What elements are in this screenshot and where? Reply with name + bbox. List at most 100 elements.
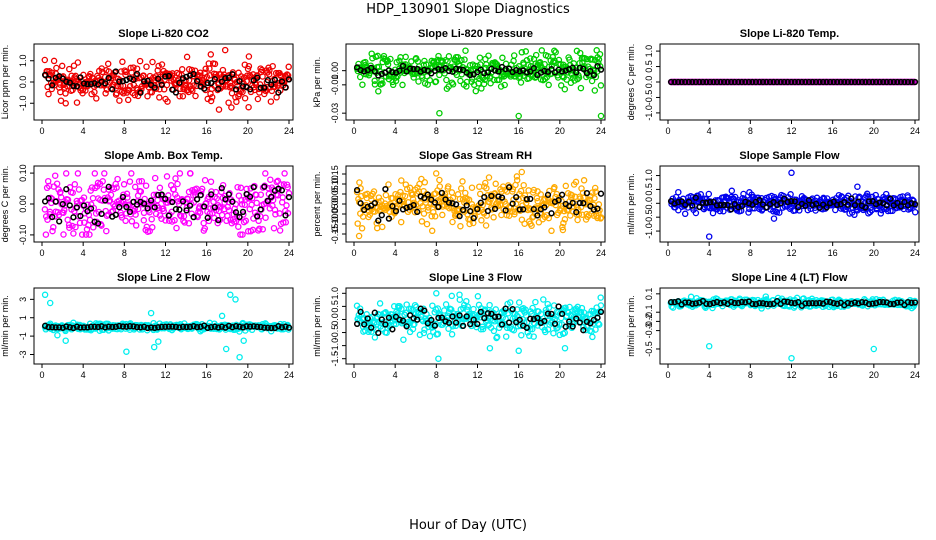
- data-point: [557, 82, 565, 89]
- data-point: [364, 315, 371, 322]
- y-tick-label: 0.5: [644, 183, 654, 196]
- x-tick-label: 8: [122, 370, 127, 380]
- data-point: [196, 209, 204, 216]
- data-point: [239, 208, 247, 216]
- data-point: [374, 52, 381, 60]
- data-point: [107, 191, 115, 199]
- data-point: [911, 200, 919, 208]
- y-tick-label: -0.05: [330, 204, 340, 225]
- data-point: [275, 323, 282, 330]
- data-point: [788, 299, 795, 306]
- data-point: [692, 78, 699, 86]
- data-point: [236, 213, 243, 221]
- panel-title: Slope Li-820 Pressure: [418, 28, 533, 40]
- data-point: [49, 213, 56, 221]
- x-tick-label: 16: [514, 126, 524, 136]
- data-point: [742, 299, 749, 306]
- data-point: [174, 180, 181, 188]
- data-point: [179, 198, 187, 205]
- data-point: [80, 202, 88, 209]
- data-point: [201, 225, 209, 232]
- x-tick-label: 4: [707, 126, 712, 136]
- data-point: [162, 95, 169, 103]
- data-point: [218, 211, 226, 219]
- data-point: [254, 95, 262, 103]
- y-axis-label: degrees C per min.: [626, 44, 636, 121]
- data-point: [120, 181, 128, 188]
- data-point: [84, 80, 91, 88]
- data-point: [470, 305, 477, 313]
- data-point: [738, 78, 745, 86]
- y-tick-label: 1: [18, 315, 28, 320]
- data-point: [418, 175, 425, 183]
- data-point: [756, 299, 763, 307]
- data-point: [858, 298, 866, 306]
- data-point: [462, 47, 469, 54]
- data-point: [385, 314, 393, 321]
- data-point: [594, 205, 601, 212]
- data-point: [445, 319, 453, 326]
- data-point: [198, 185, 206, 193]
- data-point: [267, 176, 274, 183]
- data-point: [424, 207, 432, 214]
- data-point: [823, 204, 830, 211]
- x-tick-label: 24: [596, 248, 606, 258]
- data-point: [59, 324, 66, 331]
- data-point: [901, 198, 908, 206]
- data-point: [422, 61, 430, 68]
- data-point: [791, 198, 798, 205]
- data-point: [63, 323, 70, 330]
- data-point: [74, 170, 82, 177]
- data-point: [463, 313, 470, 320]
- data-point: [678, 78, 685, 86]
- data-point: [591, 87, 599, 94]
- x-tick-label: 24: [910, 248, 920, 258]
- data-points: [41, 170, 293, 238]
- data-point: [155, 75, 162, 82]
- data-point: [60, 231, 67, 238]
- data-point: [238, 197, 245, 204]
- data-point: [384, 61, 392, 68]
- data-point: [445, 199, 453, 206]
- data-point: [426, 76, 434, 84]
- data-point: [56, 218, 63, 225]
- data-point: [257, 65, 264, 72]
- data-point: [436, 183, 444, 190]
- data-point: [109, 86, 116, 93]
- data-point: [762, 293, 770, 300]
- data-point: [594, 62, 601, 70]
- data-point: [720, 201, 728, 209]
- data-point: [398, 177, 405, 184]
- data-point: [561, 344, 569, 352]
- data-point: [70, 82, 77, 90]
- data-point: [155, 191, 162, 199]
- data-point: [380, 52, 388, 60]
- plot-frame: [659, 287, 920, 365]
- data-point: [204, 214, 211, 221]
- data-point: [138, 85, 145, 93]
- data-point: [66, 79, 73, 86]
- data-point: [459, 322, 467, 330]
- data-point: [502, 207, 509, 214]
- data-point: [498, 211, 505, 219]
- data-point: [486, 301, 493, 309]
- data-point: [59, 200, 66, 208]
- data-point: [389, 69, 396, 76]
- data-point: [245, 103, 252, 111]
- data-point: [122, 217, 129, 225]
- data-point: [131, 183, 139, 191]
- data-point: [361, 68, 368, 75]
- y-tick-label: -0.03: [330, 103, 340, 124]
- data-point: [130, 64, 137, 71]
- data-point: [592, 326, 599, 333]
- data-point: [162, 217, 169, 224]
- data-point: [250, 183, 257, 191]
- data-point: [848, 300, 855, 307]
- data-point: [455, 205, 463, 213]
- data-point: [502, 305, 509, 312]
- data-point: [227, 291, 234, 299]
- data-point: [432, 170, 440, 177]
- data-point: [401, 192, 409, 200]
- data-point: [587, 202, 594, 210]
- data-point: [151, 324, 158, 332]
